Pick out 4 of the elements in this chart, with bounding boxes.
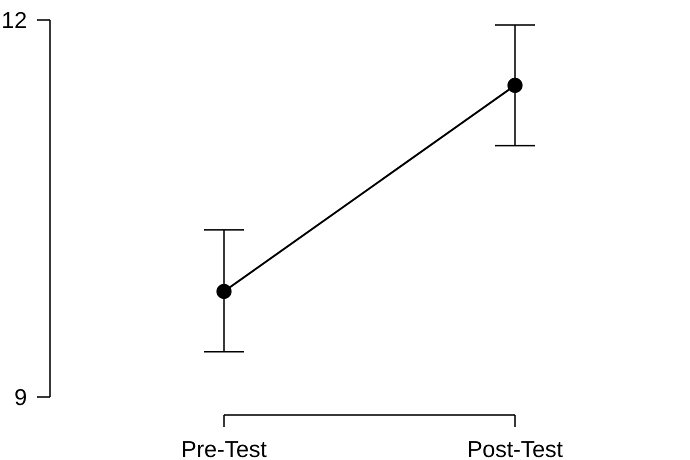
x-tick-label: Post-Test (467, 436, 564, 460)
x-tick-label: Pre-Test (181, 436, 268, 460)
y-tick-label: 9 (14, 384, 27, 410)
y-tick-label: 12 (1, 7, 27, 33)
